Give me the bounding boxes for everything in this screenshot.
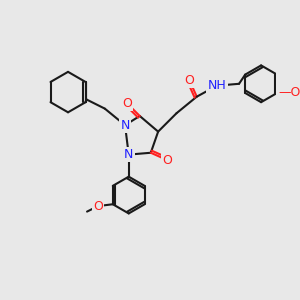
- Text: N: N: [120, 119, 130, 132]
- Text: O: O: [162, 154, 172, 166]
- Text: O: O: [162, 154, 172, 166]
- Text: N: N: [120, 119, 130, 132]
- Text: NH: NH: [208, 79, 226, 92]
- Text: O: O: [294, 85, 300, 98]
- Text: —O: —O: [279, 86, 300, 100]
- Text: O: O: [122, 97, 132, 110]
- Text: N: N: [124, 148, 134, 161]
- Text: O: O: [122, 97, 132, 110]
- Text: NH: NH: [208, 79, 226, 92]
- Text: O: O: [93, 200, 103, 213]
- Text: N: N: [124, 148, 134, 161]
- Text: O: O: [184, 74, 194, 87]
- Text: O: O: [287, 85, 297, 98]
- Text: O: O: [93, 200, 103, 213]
